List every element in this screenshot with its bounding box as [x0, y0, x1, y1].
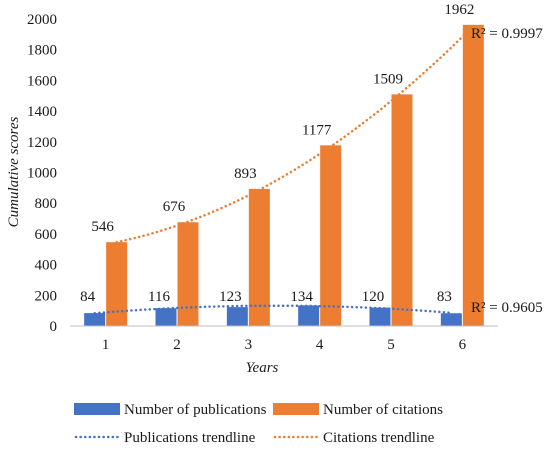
data-label-publications-3: 123: [219, 289, 242, 305]
legend-label-citations: Number of citations: [323, 402, 443, 418]
legend-label-publications: Number of publications: [124, 402, 267, 418]
bar-number-of-publications-5: [369, 307, 391, 326]
y-tick-label: 0: [50, 319, 58, 335]
y-tick-label: 2000: [27, 12, 57, 28]
legend: Number of publications Number of citatio…: [74, 402, 443, 446]
y-tick-label: 600: [35, 227, 58, 243]
bar-number-of-citations-1: [106, 242, 128, 326]
trendlines: [93, 24, 475, 315]
data-label-publications-5: 120: [362, 289, 385, 305]
legend-swatch-publications: [74, 403, 120, 415]
bar-number-of-publications-6: [440, 313, 462, 326]
bar-number-of-citations-2: [177, 222, 199, 326]
x-tick-label: 2: [173, 337, 181, 353]
data-label-publications-2: 116: [148, 289, 170, 305]
data-label-citations-4: 1177: [302, 122, 332, 138]
y-tick-label: 1400: [27, 104, 57, 120]
data-label-publications-1: 84: [80, 289, 96, 305]
y-tick-label: 1800: [27, 43, 57, 59]
y-tick-label: 200: [35, 288, 58, 304]
y-tick-label: 800: [35, 196, 58, 212]
publications-r2-label: R² = 0.9605: [471, 300, 543, 316]
bar-number-of-publications-2: [155, 308, 177, 326]
y-axis-ticks: 0 200 400 600 800 1000 1200 1400 1600 1800 2000: [27, 12, 57, 335]
y-tick-label: 400: [35, 258, 58, 274]
y-tick-label: 1000: [27, 166, 57, 182]
legend-label-citations-trendline: Citations trendline: [323, 430, 435, 446]
bar-number-of-citations-3: [248, 188, 270, 326]
bars: [84, 24, 484, 326]
bar-number-of-citations-6: [462, 24, 484, 326]
data-label-citations-3: 893: [234, 166, 257, 182]
bar-number-of-citations-5: [391, 94, 413, 326]
x-tick-label: 3: [245, 337, 253, 353]
data-label-citations-6: 1962: [444, 2, 474, 18]
y-tick-label: 1600: [27, 73, 57, 89]
x-axis-title: Years: [246, 360, 279, 376]
data-label-citations-5: 1509: [373, 71, 403, 87]
x-tick-label: 5: [387, 337, 395, 353]
bar-number-of-publications-1: [84, 313, 106, 326]
citations-trendline-line: [115, 24, 475, 244]
data-label-publications-4: 134: [290, 289, 313, 305]
y-axis-title: Cumulative scores: [6, 117, 22, 228]
data-label-citations-1: 546: [91, 219, 114, 235]
legend-swatch-citations: [273, 403, 319, 415]
data-label-citations-2: 676: [163, 199, 186, 215]
bar-number-of-publications-3: [226, 307, 248, 326]
citations-r2-label: R² = 0.9997: [471, 26, 543, 42]
x-tick-label: 4: [316, 337, 324, 353]
x-tick-label: 1: [102, 337, 110, 353]
bar-number-of-publications-4: [298, 305, 320, 326]
legend-label-publications-trendline: Publications trendline: [124, 430, 256, 446]
y-tick-label: 1200: [27, 135, 57, 151]
data-label-publications-6: 83: [437, 289, 452, 305]
bar-number-of-citations-4: [320, 145, 342, 326]
x-axis-ticks: 1 2 3 4 5 6: [102, 337, 467, 353]
x-tick-label: 6: [459, 337, 467, 353]
data-labels: 84 116 123 134 120 83 546 676 893 1177 1509 1962: [80, 2, 474, 305]
publications-trendline-line: [93, 304, 453, 315]
